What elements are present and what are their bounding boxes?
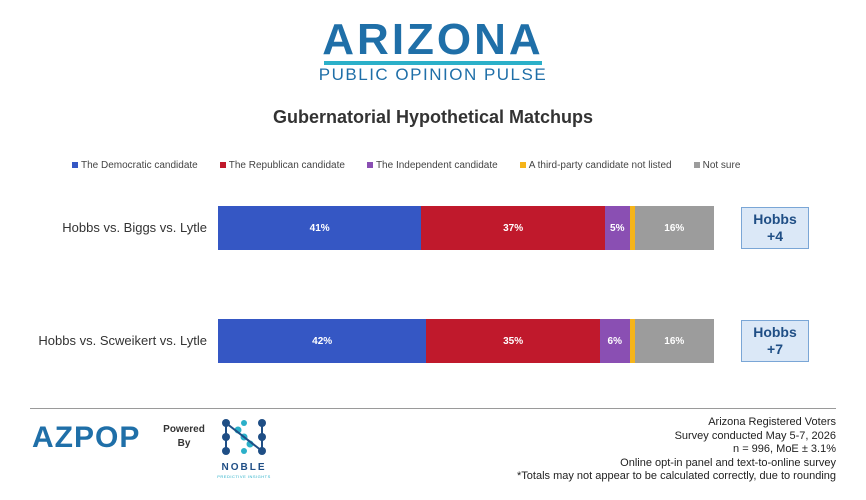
- bar-segment: 35%: [426, 319, 600, 363]
- bar-segment: 42%: [218, 319, 427, 363]
- data-label: 16%: [664, 222, 685, 234]
- legend-label: The Republican candidate: [228, 159, 345, 171]
- chart-legend: The Democratic candidate The Republican c…: [72, 158, 762, 172]
- legend-item: A third-party candidate not listed: [519, 159, 672, 171]
- data-label: 41%: [309, 222, 330, 234]
- legend-swatch: [519, 162, 526, 168]
- bar-segment: 16%: [634, 319, 714, 363]
- legend-swatch: [693, 162, 700, 168]
- bar-segment: [629, 319, 635, 363]
- margin-value: +7: [767, 341, 783, 357]
- azpop-logo: AZPOP: [31, 421, 153, 453]
- data-label: 16%: [664, 335, 685, 347]
- noble-logo-text: NOBLE: [221, 462, 267, 473]
- margin-badge: Hobbs +4: [741, 207, 809, 249]
- category-label: Hobbs vs. Scweikert vs. Lytle: [38, 333, 207, 348]
- survey-note-dates: Survey conducted May 5-7, 2026: [674, 429, 836, 442]
- bar-segment: 5%: [604, 206, 630, 250]
- category-label: Hobbs vs. Biggs vs. Lytle: [62, 220, 207, 235]
- brand-title: ARIZONA: [322, 15, 544, 64]
- powered-by-text: Powered By: [158, 423, 210, 451]
- chart-title: Gubernatorial Hypothetical Matchups: [272, 107, 594, 127]
- survey-notes: Arizona Registered Voters Survey conduct…: [517, 416, 836, 484]
- margin-candidate: Hobbs: [753, 211, 797, 227]
- survey-note-population: Arizona Registered Voters: [708, 416, 836, 428]
- data-label: 6%: [607, 335, 622, 347]
- survey-note-method: Online opt-in panel and text-to-online s…: [620, 456, 836, 469]
- azpop-logo-text: AZPOP: [32, 421, 140, 453]
- legend-label: Not sure: [702, 159, 741, 171]
- legend-item: The Independent candidate: [366, 159, 498, 171]
- footer-divider: [30, 408, 836, 409]
- survey-note-rounding: *Totals may not appear to be calculated …: [517, 470, 836, 482]
- bar-segment: 41%: [218, 206, 422, 250]
- bar-segment: 16%: [634, 206, 714, 250]
- bar-segment: 37%: [421, 206, 605, 250]
- data-label: 35%: [503, 335, 524, 347]
- by-line: By: [177, 438, 191, 449]
- legend-item: The Democratic candidate: [72, 160, 198, 171]
- noble-tagline: PREDICTIVE INSIGHTS: [217, 474, 271, 479]
- margin-badge: Hobbs +7: [741, 320, 809, 362]
- powered-line: Powered: [163, 424, 205, 435]
- legend-label: The Independent candidate: [375, 159, 498, 171]
- noble-icon: [222, 419, 266, 455]
- brand-subtitle: PUBLIC OPINION PULSE: [318, 65, 548, 84]
- brand-rule: [324, 61, 542, 65]
- legend-item: The Republican candidate: [219, 159, 345, 171]
- data-label: 42%: [312, 335, 333, 347]
- legend-label: The Democratic candidate: [81, 159, 198, 171]
- bar-segment: 6%: [599, 319, 630, 363]
- legend-swatch: [219, 162, 226, 168]
- legend-swatch: [366, 162, 373, 168]
- legend-label: A third-party candidate not listed: [528, 159, 672, 171]
- data-label: 37%: [503, 222, 524, 234]
- legend-item: Not sure: [693, 159, 741, 171]
- bar-segment: [629, 206, 635, 250]
- margin-value: +4: [767, 228, 783, 244]
- survey-note-sample: n = 996, MoE ± 3.1%: [733, 443, 836, 455]
- legend-swatch: [72, 162, 78, 168]
- data-label: 5%: [610, 222, 625, 234]
- margin-candidate: Hobbs: [753, 324, 797, 340]
